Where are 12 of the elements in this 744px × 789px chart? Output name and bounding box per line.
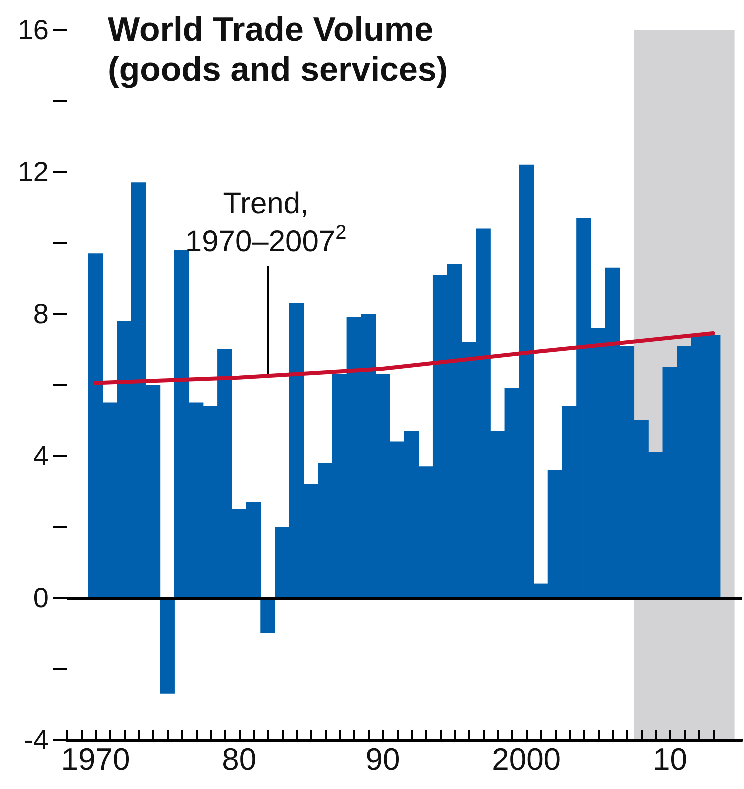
- x-tick-label: 2000: [492, 742, 562, 777]
- x-tick-label: 80: [222, 742, 257, 777]
- y-tick-label: 0: [33, 582, 49, 614]
- y-tick-label: 4: [33, 440, 49, 472]
- x-tick-label: 90: [366, 742, 400, 777]
- y-tick-label: 8: [33, 298, 49, 330]
- x-tick-label: 10: [652, 742, 688, 777]
- y-tick-label: 16: [18, 14, 49, 46]
- chart-title: World Trade Volume (goods and services): [108, 11, 448, 89]
- x-tick-label: 1970: [61, 742, 130, 777]
- y-tick-label: -4: [24, 724, 49, 756]
- y-tick-label: 12: [18, 156, 49, 188]
